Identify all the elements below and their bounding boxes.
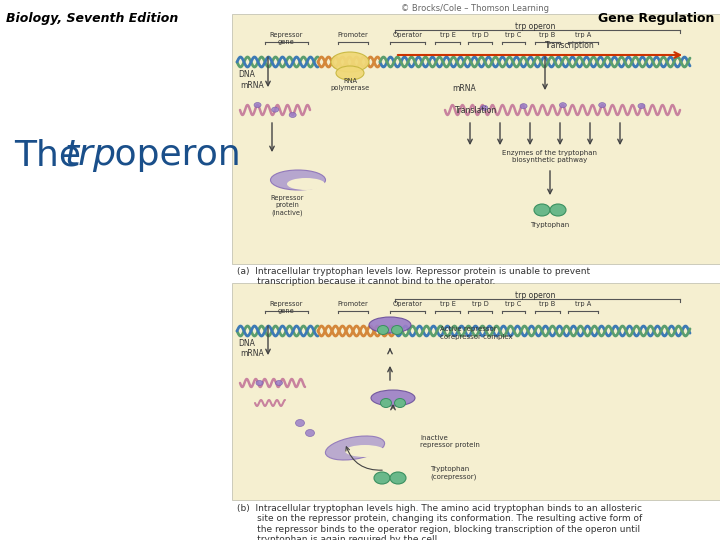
Text: (b)  Intracellular tryptophan levels high. The amino acid tryptophan binds to an: (b) Intracellular tryptophan levels high… <box>237 504 642 540</box>
Ellipse shape <box>638 104 645 109</box>
Text: trp operon: trp operon <box>515 291 555 300</box>
Ellipse shape <box>271 107 279 112</box>
Text: trp E: trp E <box>440 32 456 38</box>
Text: Repressor
gene: Repressor gene <box>270 301 303 314</box>
Text: trp D: trp D <box>472 32 488 38</box>
Ellipse shape <box>380 399 392 408</box>
Ellipse shape <box>271 170 325 190</box>
Text: trp E: trp E <box>440 301 456 307</box>
Text: Repressor
protein
(inactive): Repressor protein (inactive) <box>270 195 304 215</box>
Text: trp A: trp A <box>575 32 591 38</box>
Text: DNA: DNA <box>238 70 255 79</box>
Text: trp A: trp A <box>575 301 591 307</box>
Ellipse shape <box>289 112 296 118</box>
Ellipse shape <box>331 52 369 72</box>
Ellipse shape <box>336 66 364 80</box>
Ellipse shape <box>374 472 390 484</box>
Ellipse shape <box>371 390 415 406</box>
Ellipse shape <box>390 472 406 484</box>
Text: operon: operon <box>103 138 240 172</box>
Text: Operator: Operator <box>392 32 423 38</box>
Text: mRNA: mRNA <box>240 349 264 358</box>
Text: trp B: trp B <box>539 301 556 307</box>
Text: The: The <box>14 138 92 172</box>
Ellipse shape <box>325 436 384 460</box>
Text: Inactive
repressor protein: Inactive repressor protein <box>420 435 480 448</box>
Text: Enzymes of the tryptophan
biosynthetic pathway: Enzymes of the tryptophan biosynthetic p… <box>503 150 598 163</box>
Bar <box>232 14 720 264</box>
Ellipse shape <box>287 178 325 190</box>
Ellipse shape <box>481 105 487 110</box>
Text: trp D: trp D <box>472 301 488 307</box>
Ellipse shape <box>369 317 411 333</box>
Ellipse shape <box>550 204 566 216</box>
Ellipse shape <box>559 103 567 107</box>
Ellipse shape <box>295 420 305 427</box>
Text: mRNA: mRNA <box>240 81 264 90</box>
Text: Biology, Seventh Edition: Biology, Seventh Edition <box>6 12 179 25</box>
Text: trp C: trp C <box>505 32 522 38</box>
Text: mRNA: mRNA <box>452 84 476 93</box>
Text: trp B: trp B <box>539 32 556 38</box>
Text: Tryptophan: Tryptophan <box>531 222 570 228</box>
Text: RNA
polymerase: RNA polymerase <box>330 78 369 91</box>
Text: Promoter: Promoter <box>338 301 369 307</box>
Text: Operator: Operator <box>392 301 423 307</box>
Text: Translation: Translation <box>455 106 498 115</box>
Text: Promoter: Promoter <box>338 32 369 38</box>
Ellipse shape <box>377 326 389 334</box>
Ellipse shape <box>305 429 315 436</box>
Ellipse shape <box>256 381 263 386</box>
Text: Repressor
gene: Repressor gene <box>270 32 303 45</box>
Text: © Brocks/Cole – Thomson Learning: © Brocks/Cole – Thomson Learning <box>401 4 549 13</box>
Ellipse shape <box>254 103 261 107</box>
Ellipse shape <box>276 381 282 386</box>
Text: trp: trp <box>65 138 117 172</box>
Ellipse shape <box>534 204 550 216</box>
Bar <box>232 283 720 500</box>
Text: trp operon: trp operon <box>515 22 555 31</box>
Ellipse shape <box>392 326 402 334</box>
Ellipse shape <box>520 104 527 109</box>
Ellipse shape <box>345 445 385 457</box>
Text: Gene Regulation: Gene Regulation <box>598 12 714 25</box>
Text: trp C: trp C <box>505 301 522 307</box>
Ellipse shape <box>599 103 606 107</box>
Text: Transcription: Transcription <box>545 41 595 50</box>
Ellipse shape <box>395 399 405 408</box>
Text: Tryptophan
(corepressor): Tryptophan (corepressor) <box>430 466 477 480</box>
Text: Active repressor
corepressor complex: Active repressor corepressor complex <box>440 327 513 340</box>
Text: DNA: DNA <box>238 339 255 348</box>
Text: (a)  Intracellular tryptophan levels low. Repressor protein is unable to prevent: (a) Intracellular tryptophan levels low.… <box>237 267 590 286</box>
